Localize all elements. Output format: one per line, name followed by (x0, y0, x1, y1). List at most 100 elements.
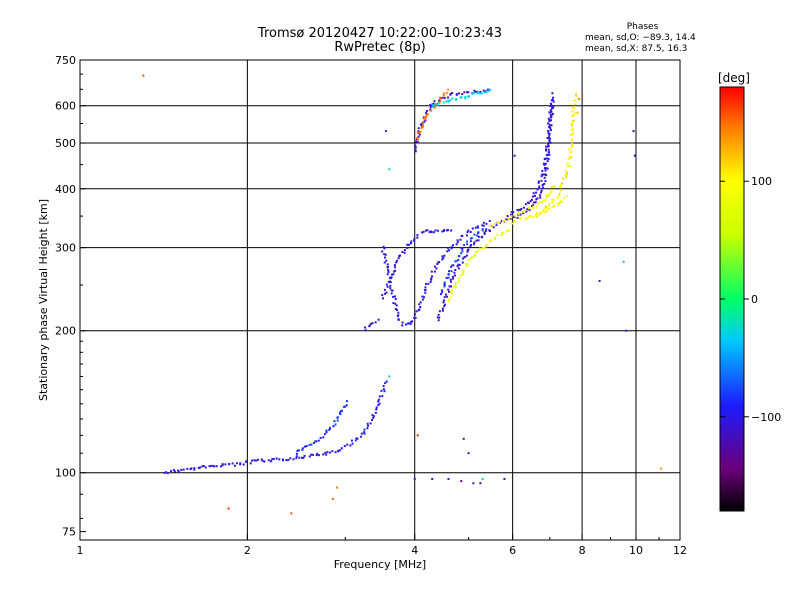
echo-point (455, 260, 458, 263)
echo-point (380, 389, 383, 392)
echo-point (463, 91, 466, 94)
echo-point (336, 419, 339, 422)
echo-point (565, 195, 568, 198)
echo-point (301, 447, 304, 450)
echo-point (481, 224, 484, 227)
echo-point (532, 204, 535, 207)
echo-point (441, 291, 444, 294)
echo-point (381, 297, 384, 300)
echo-point (387, 265, 390, 268)
echo-point (460, 274, 463, 277)
echo-point (433, 100, 436, 103)
echo-point (251, 459, 254, 462)
echo-point (476, 92, 479, 95)
page-subtitle: RwPretec (8p) (334, 40, 426, 55)
echo-point (415, 310, 418, 313)
echo-point (477, 231, 480, 234)
echo-point (390, 276, 393, 279)
echo-point (552, 205, 555, 208)
echo-point (556, 202, 559, 205)
echo-point (481, 228, 484, 231)
echo-point (180, 468, 183, 471)
echo-point (547, 122, 550, 125)
echo-point (479, 91, 482, 94)
echo-point (535, 205, 538, 208)
echo-point (360, 432, 363, 435)
echo-point (574, 93, 577, 96)
echo-point (165, 471, 168, 474)
echo-point (436, 102, 439, 105)
echo-point (363, 428, 366, 431)
echo-point (442, 101, 445, 104)
echo-point (498, 221, 501, 224)
echo-point (549, 141, 552, 144)
echo-point (550, 124, 553, 127)
echo-point (461, 261, 464, 264)
echo-point (410, 240, 413, 243)
colorbar-tick-label: 100 (751, 175, 772, 188)
echo-point (443, 285, 446, 288)
echo-point (239, 463, 242, 466)
echo-point (211, 464, 214, 467)
echo-point (466, 231, 469, 234)
echo-point (281, 459, 284, 462)
echo-point (452, 286, 455, 289)
echo-point (399, 254, 402, 257)
echo-point (406, 322, 409, 325)
echo-point (385, 291, 388, 294)
echo-point (295, 455, 298, 458)
echo-point (568, 148, 571, 151)
echo-point (521, 210, 524, 213)
echo-point (490, 239, 493, 242)
echo-point (325, 431, 328, 434)
echo-point (363, 326, 366, 329)
echo-point (461, 250, 464, 253)
echo-point (540, 189, 543, 192)
echo-point (545, 210, 548, 213)
echo-point (429, 106, 432, 109)
echo-point (436, 263, 439, 266)
echo-point (540, 211, 543, 214)
echo-point (390, 289, 393, 292)
echo-point (381, 294, 384, 297)
echo-point (465, 254, 468, 257)
echo-point (441, 96, 444, 99)
echo-point (414, 146, 417, 149)
echo-point (558, 192, 561, 195)
echo-point (550, 114, 553, 117)
echo-point (202, 464, 205, 467)
echo-point (549, 115, 552, 118)
echo-point (559, 200, 562, 203)
echo-point (449, 296, 452, 299)
echo-point (506, 215, 509, 218)
echo-point (413, 477, 416, 480)
echo-point (485, 91, 488, 94)
echo-point (571, 145, 574, 148)
echo-point (337, 450, 340, 453)
echo-point (517, 213, 520, 216)
echo-point (394, 298, 397, 301)
echo-point (531, 205, 534, 208)
echo-point (547, 129, 550, 132)
echo-point (430, 278, 433, 281)
echo-point (414, 148, 417, 151)
echo-point (548, 140, 551, 143)
echo-point (447, 288, 450, 291)
echo-point (445, 295, 448, 298)
echo-point (377, 404, 380, 407)
echo-point (472, 482, 475, 485)
echo-point (481, 229, 484, 232)
echo-point (570, 155, 573, 158)
echo-point (542, 208, 545, 211)
echo-point (540, 191, 543, 194)
echo-point (529, 215, 532, 218)
echo-point (344, 405, 347, 408)
echo-point (469, 257, 472, 260)
echo-point (551, 92, 554, 95)
echo-point (414, 316, 417, 319)
echo-point (494, 222, 497, 225)
echo-point (245, 460, 248, 463)
echo-point (545, 194, 548, 197)
echo-point (312, 453, 315, 456)
